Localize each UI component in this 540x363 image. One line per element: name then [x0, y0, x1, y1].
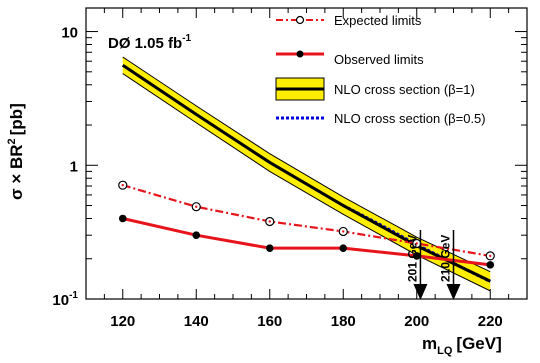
observed-point — [412, 252, 421, 260]
legend-observed-label: Observed limits — [334, 52, 424, 67]
legend-nlo05-label: NLO cross section (β=0.5) — [334, 111, 486, 126]
annotation-label: 210 GeV — [439, 235, 453, 282]
expected-point-center — [121, 183, 124, 187]
experiment-label: DØ 1.05 fb-1 — [108, 33, 192, 52]
y-tick-label-sup: -1 — [69, 290, 78, 301]
observed-point — [265, 244, 274, 252]
x-tick-label: 160 — [257, 313, 282, 330]
nlo1-band-lower-edge — [122, 73, 491, 292]
nlo1-band-upper-edge — [122, 56, 491, 273]
observed-point — [192, 231, 201, 239]
x-tick-label: 200 — [404, 313, 429, 330]
annotation-label: 201 GeV — [405, 235, 419, 282]
expected-point-center — [415, 242, 418, 245]
annotation-arrow-head — [446, 284, 461, 300]
x-axis-label: mLQ [GeV] — [422, 334, 502, 357]
observed-point — [118, 214, 127, 223]
observed-point — [339, 244, 348, 252]
expected-line — [122, 184, 491, 257]
legend: Expected limits Observed limits NLO cros… — [275, 13, 486, 126]
annotation-layer: 201 GeV 210 GeV — [405, 230, 461, 300]
expected-point-center — [268, 220, 271, 223]
nlo1-band — [122, 57, 491, 291]
y-tick-label-base: 10 — [52, 292, 69, 309]
expected-point-center — [489, 254, 492, 258]
y-tick-label-base: 1 — [70, 158, 78, 175]
legend-nlo1-label: NLO cross section (β=1) — [334, 82, 475, 97]
observed-point — [486, 261, 495, 269]
annotation-arrow-head — [413, 284, 428, 300]
expected-point-center — [195, 205, 198, 208]
y-tick-label: 10-1 — [52, 290, 78, 309]
x-tick-label: 220 — [478, 313, 503, 330]
nlo1-line — [121, 63, 491, 283]
legend-expected-marker — [295, 15, 305, 25]
x-tick-label: 180 — [331, 313, 356, 330]
data-layer — [118, 56, 495, 292]
observed-line — [122, 217, 491, 267]
legend-observed-marker — [296, 50, 304, 58]
x-tick-label: 140 — [184, 313, 209, 330]
x-tick-label: 120 — [110, 313, 135, 330]
y-tick-label: 1 — [70, 158, 78, 175]
expected-point-center — [342, 230, 345, 233]
legend-expected-label: Expected limits — [334, 13, 422, 28]
y-tick-label-base: 10 — [61, 25, 78, 42]
y-tick-label: 10 — [61, 25, 78, 42]
y-axis-label: σ × BR2[pb] — [6, 103, 26, 200]
